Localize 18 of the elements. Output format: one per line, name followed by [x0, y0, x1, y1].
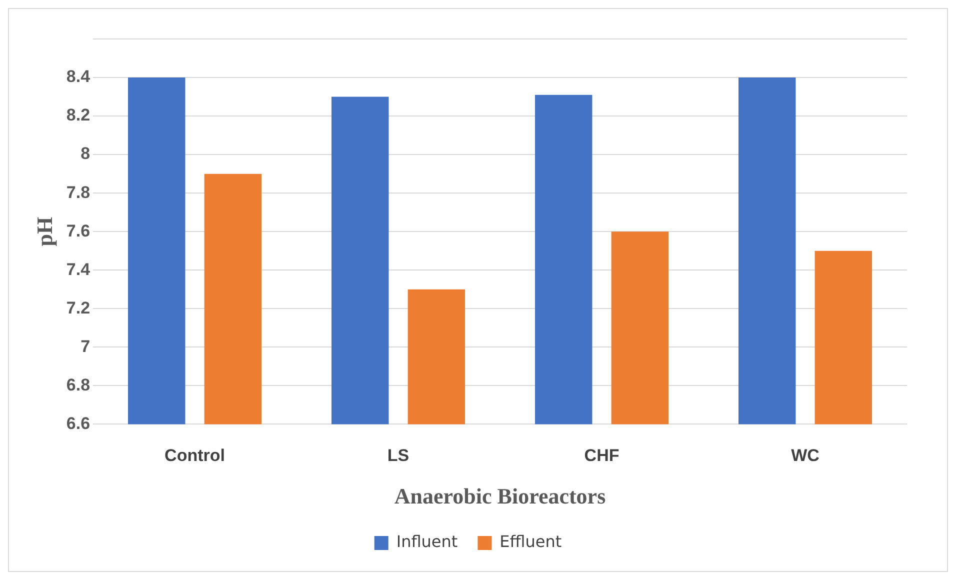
y-tick-label: 8.4 [66, 67, 91, 86]
x-tick-label: Control [164, 446, 225, 466]
legend-label: Influent [396, 532, 458, 552]
x-tick-label: WC [791, 446, 820, 466]
x-axis-title: Anaerobic Bioreactors [394, 483, 606, 508]
x-tick-label: LS [387, 446, 410, 466]
y-tick-label: 8 [80, 144, 90, 164]
y-tick-label: 7.6 [66, 221, 90, 240]
y-axis-title: pH [32, 216, 57, 246]
y-tick-label: 7.4 [66, 260, 91, 279]
y-tick-label: 6.8 [66, 375, 90, 394]
y-tick-label: 6.6 [66, 414, 90, 433]
y-tick-label: 7 [80, 336, 90, 356]
legend-label: Effluent [500, 532, 562, 552]
y-tick-label: 8.2 [66, 106, 90, 125]
y-tick-label: 7.8 [66, 182, 90, 202]
y-tick-label: 7.2 [66, 298, 90, 318]
x-tick-label: CHF [584, 446, 620, 466]
